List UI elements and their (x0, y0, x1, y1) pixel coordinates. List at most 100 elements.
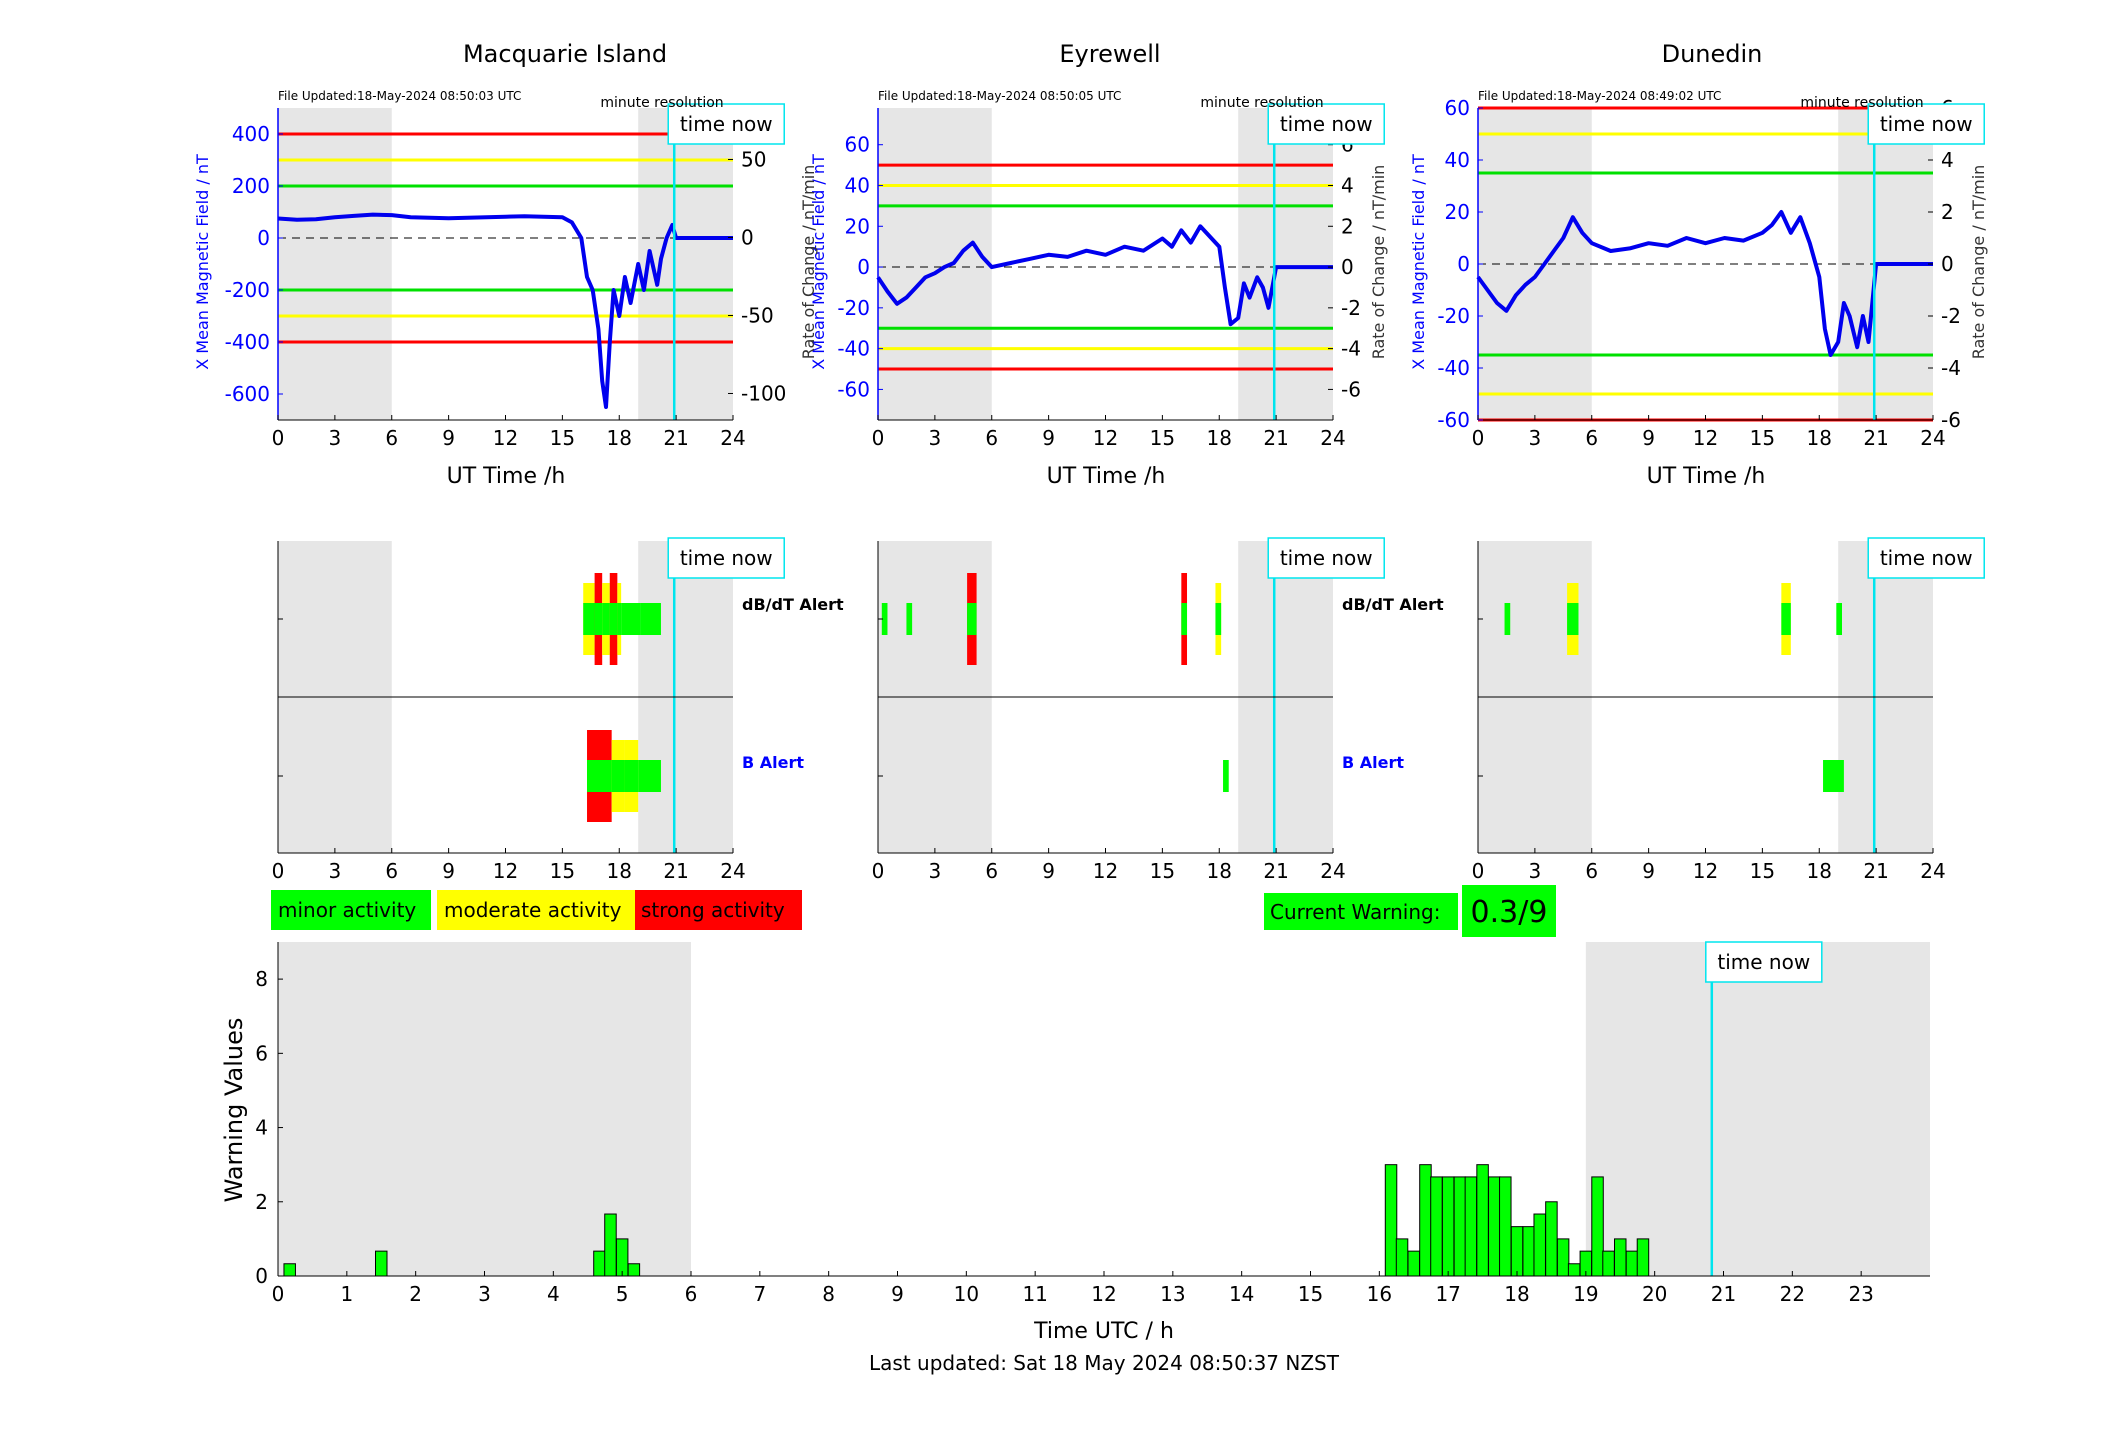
warning-bar (1419, 1164, 1432, 1277)
x-tick-label: 3 (329, 859, 342, 883)
y-tick-label-left: -600 (225, 382, 270, 406)
y-axis-label-right: Rate of Change / nT/min (1369, 165, 1388, 360)
x-tick-label: 15 (1150, 426, 1175, 450)
legend-minor-swatch (271, 890, 431, 930)
x-tick-label: 6 (385, 426, 398, 450)
time-now-label: time now (1280, 112, 1373, 136)
y-tick-label: 6 (255, 1041, 268, 1065)
alert-core (1567, 603, 1579, 635)
warning-bar (1602, 1250, 1615, 1277)
x-tick-label: 20 (1642, 1282, 1667, 1306)
mean-field-line (277, 212, 733, 409)
time-now-box (667, 103, 785, 145)
warning-bar (1430, 1176, 1443, 1277)
x-tick-label: 15 (550, 426, 575, 450)
x-tick-label: 14 (1229, 1282, 1254, 1306)
alert-core (624, 760, 639, 792)
alert-core (967, 603, 977, 635)
x-tick-label: 13 (1160, 1282, 1185, 1306)
y-tick-label-left: 20 (1445, 200, 1470, 224)
x-tick-label: 12 (1693, 426, 1718, 450)
warning-bar (1556, 1238, 1570, 1277)
time-now-box (1267, 103, 1385, 145)
y-tick-label-left: 60 (1445, 96, 1470, 120)
warning-bar (1384, 1164, 1398, 1277)
warning-bar (283, 1263, 296, 1277)
y-tick-label-right: 4 (1941, 148, 1954, 172)
y-tick-label-left: -200 (225, 278, 270, 302)
x-tick-label: 15 (550, 859, 575, 883)
alert-core (1215, 603, 1222, 635)
x-tick-label: 24 (720, 859, 745, 883)
x-tick-label: 9 (1042, 426, 1055, 450)
legend-strong-swatch (635, 890, 802, 930)
x-tick-label: 6 (1585, 426, 1598, 450)
x-tick-label: 4 (547, 1282, 560, 1306)
mean-field-line (1476, 210, 1933, 357)
warning-bar (1407, 1250, 1420, 1277)
y-tick-label-left: 0 (1457, 252, 1470, 276)
y-tick-label-left: 0 (257, 226, 270, 250)
y-tick-label-right: -50 (741, 303, 774, 327)
time-now-label: time now (680, 112, 773, 136)
time-now-box (1867, 103, 1985, 145)
x-tick-label: 12 (1693, 859, 1718, 883)
warning-bar (604, 1213, 617, 1277)
night-shade (278, 108, 392, 420)
y-tick-label-left: 60 (845, 133, 870, 157)
x-tick-label: 24 (1320, 426, 1345, 450)
alert-core (602, 603, 610, 635)
y-tick-label-left: 400 (232, 122, 270, 146)
x-tick-label: 2 (409, 1282, 422, 1306)
time-now-label: time now (1880, 112, 1973, 136)
alert-block (1504, 603, 1511, 635)
x-tick-label: 12 (1093, 426, 1118, 450)
time-now-box (1705, 941, 1823, 983)
x-tick-label: 12 (493, 426, 518, 450)
warning-bar (1636, 1238, 1650, 1277)
time-now-label: time now (680, 546, 773, 570)
x-tick-label: 3 (329, 426, 342, 450)
x-tick-label: 0 (272, 859, 285, 883)
y-axis-label-right: Rate of Change / nT/min (1969, 165, 1988, 360)
y-tick-label-left: -400 (225, 330, 270, 354)
time-now-label: time now (1280, 546, 1373, 570)
x-tick-label: 15 (1298, 1282, 1323, 1306)
current-warning-label: Current Warning: (1270, 900, 1440, 924)
y-axis-label-left: X Mean Magnetic Field / nT (193, 154, 212, 370)
legend-minor-label: minor activity (278, 898, 416, 922)
x-tick-label: 15 (1150, 859, 1175, 883)
time-now-box (1267, 537, 1385, 579)
y-tick-label-right: -4 (1341, 337, 1361, 361)
x-tick-label: 21 (1863, 859, 1888, 883)
alert-row-label-dbdt: dB/dT Alert (742, 595, 844, 614)
x-tick-label: 18 (1504, 1282, 1529, 1306)
x-tick-label: 21 (1863, 426, 1888, 450)
warning-bar (1441, 1176, 1455, 1277)
x-tick-label: 21 (663, 859, 688, 883)
y-tick-label: 0 (255, 1264, 268, 1288)
warning-bar (1395, 1238, 1409, 1277)
x-tick-label: 21 (1263, 859, 1288, 883)
y-axis-label-left: X Mean Magnetic Field / nT (1409, 154, 1428, 370)
x-tick-label: 23 (1848, 1282, 1873, 1306)
y-axis-label-left: X Mean Magnetic Field / nT (809, 154, 828, 370)
legend-moderate-swatch (437, 890, 635, 930)
time-now-label: time now (1880, 546, 1973, 570)
mean-field-line (876, 224, 1333, 327)
warning-bar (1453, 1176, 1467, 1277)
warning-bar (627, 1263, 641, 1277)
y-tick-label-right: 4 (1341, 173, 1354, 197)
y-axis-label-right: Rate of Change / nT/min (799, 165, 818, 360)
time-now-box (1867, 537, 1985, 579)
time-now-label: time now (1717, 950, 1810, 974)
y-tick-label-right: 0 (1941, 252, 1954, 276)
warning-bar (375, 1250, 388, 1277)
y-tick-label-right: -6 (1341, 377, 1361, 401)
legend-strong-label: strong activity (641, 898, 785, 922)
file-updated-text: File Updated:18-May-2024 08:49:02 UTC (1478, 89, 1721, 103)
x-axis-label: UT Time /h (1047, 464, 1166, 489)
x-tick-label: 22 (1780, 1282, 1805, 1306)
x-tick-label: 0 (872, 426, 885, 450)
alert-block (881, 603, 888, 635)
